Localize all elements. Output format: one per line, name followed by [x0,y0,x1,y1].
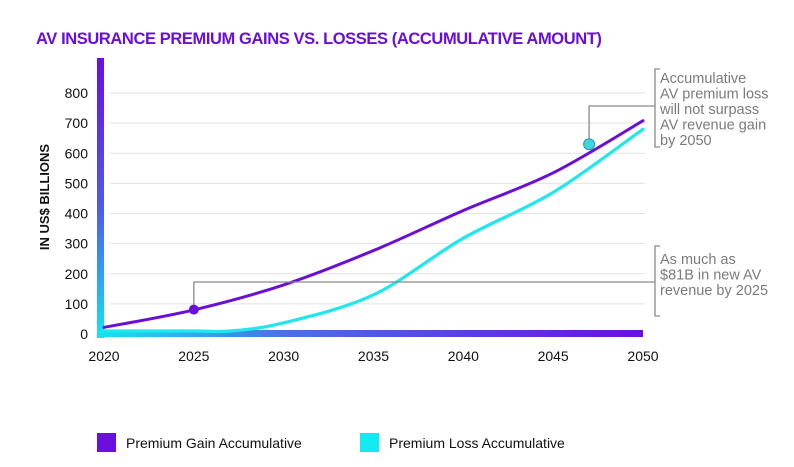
annotation-text-line: by 2050 [660,133,712,149]
y-tick-label: 400 [65,206,89,222]
annotation-text-line: Accumulative [660,71,746,87]
x-tick-label: 2020 [88,348,119,364]
annotation-text-line: AV revenue gain [660,118,766,134]
y-axis-bar [97,58,104,338]
y-axis-label: IN US$ BILLIONS [37,144,52,251]
x-tick-labels: 2020 2025 2030 2035 2040 2045 2050 [88,348,658,364]
legend-swatch-gain [97,433,116,452]
x-tick-label: 2030 [268,348,299,364]
annotation-text-line: will not surpass [659,102,759,118]
y-tick-label: 200 [65,266,89,282]
marker-gain-2025 [188,304,199,315]
y-tick-label: 300 [65,236,89,252]
legend-item-loss: Premium Loss Accumulative [360,433,565,452]
y-tick-label: 500 [65,175,89,191]
x-tick-label: 2050 [627,348,658,364]
legend-label-loss: Premium Loss Accumulative [389,434,565,451]
legend-item-gain: Premium Gain Accumulative [97,433,302,452]
x-tick-label: 2040 [448,348,479,364]
y-tick-label: 100 [65,296,89,312]
annotation-text-line: $81B in new AV [660,268,762,284]
x-tick-label: 2025 [178,348,209,364]
y-tick-label: 800 [65,85,89,101]
markers [188,138,596,315]
annotation-text-line: AV premium loss [660,87,769,103]
legend-label-gain: Premium Gain Accumulative [126,434,302,451]
annotation-text-line: revenue by 2025 [660,283,768,299]
x-tick-label: 2045 [538,348,569,364]
annotation-bracket [654,68,660,148]
annotation-bracket [654,245,660,317]
grid-lines [110,92,645,305]
y-tick-label: 0 [80,326,88,342]
series-line-loss [102,127,645,334]
x-axis-bar [97,330,643,337]
chart-title: AV INSURANCE PREMIUM GAINS VS. LOSSES (A… [36,30,602,48]
y-tick-labels: 0 100 200 300 400 500 600 700 800 [65,85,89,342]
legend-swatch-loss [360,433,379,452]
x-tick-label: 2035 [358,348,389,364]
series-lines [102,119,645,334]
y-tick-label: 700 [65,115,89,131]
annotation-text-line: As much as [660,252,736,268]
annotation-leader-line [588,105,655,145]
y-tick-label: 600 [65,145,89,161]
marker-loss-2047 [583,138,596,151]
annotation-leader-line [193,281,655,310]
